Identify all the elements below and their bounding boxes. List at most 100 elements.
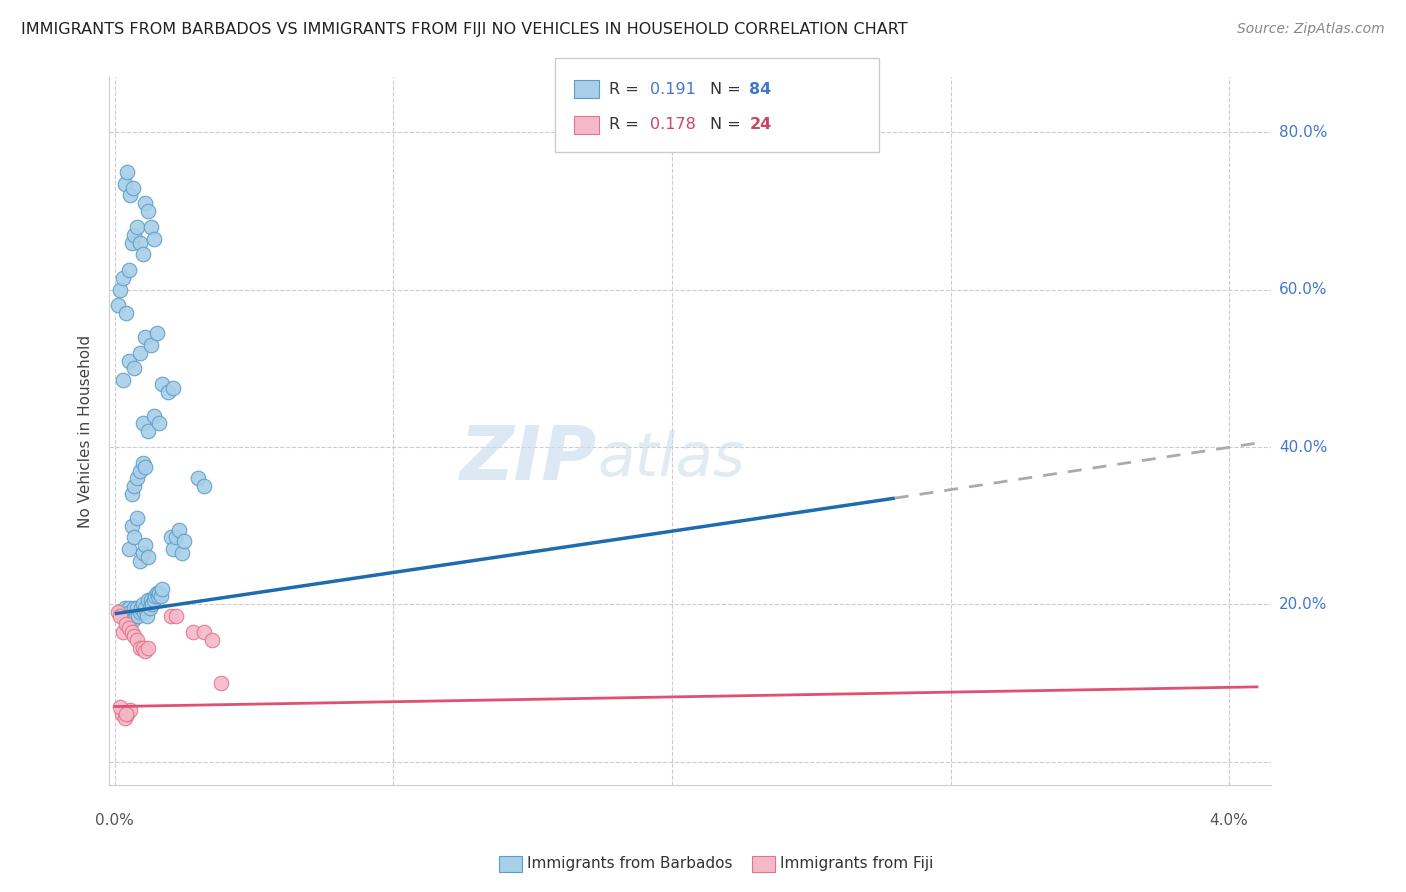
Point bbox=[209, 676, 232, 690]
Point bbox=[181, 624, 204, 639]
Point bbox=[136, 593, 159, 607]
Point bbox=[117, 707, 139, 722]
Point bbox=[114, 177, 136, 191]
Point bbox=[111, 707, 134, 722]
Point bbox=[145, 585, 167, 599]
Point bbox=[112, 271, 135, 285]
Text: Immigrants from Barbados: Immigrants from Barbados bbox=[527, 856, 733, 871]
Point bbox=[121, 609, 143, 624]
Y-axis label: No Vehicles in Household: No Vehicles in Household bbox=[79, 334, 93, 528]
Point bbox=[127, 601, 149, 615]
Point bbox=[162, 381, 184, 395]
Point bbox=[117, 609, 139, 624]
Point bbox=[134, 538, 156, 552]
Point bbox=[118, 353, 141, 368]
Point bbox=[150, 582, 173, 596]
Point bbox=[150, 377, 173, 392]
Text: N =: N = bbox=[710, 118, 747, 132]
Point bbox=[193, 479, 215, 493]
Point bbox=[118, 263, 141, 277]
Point bbox=[201, 632, 224, 647]
Point bbox=[134, 644, 156, 658]
Point bbox=[127, 510, 149, 524]
Point bbox=[187, 471, 209, 485]
Point bbox=[134, 459, 156, 474]
Point bbox=[124, 601, 146, 615]
Text: 24: 24 bbox=[749, 118, 772, 132]
Point bbox=[115, 306, 138, 320]
Point bbox=[159, 531, 181, 545]
Point bbox=[143, 590, 166, 604]
Point bbox=[134, 601, 156, 615]
Point bbox=[149, 590, 172, 604]
Point bbox=[129, 601, 152, 615]
Point bbox=[124, 531, 146, 545]
Text: 0.191: 0.191 bbox=[650, 82, 696, 96]
Text: 4.0%: 4.0% bbox=[1209, 813, 1249, 828]
Point bbox=[136, 204, 159, 219]
Point bbox=[122, 180, 145, 194]
Point bbox=[146, 590, 169, 604]
Point bbox=[107, 605, 129, 619]
Point bbox=[142, 593, 165, 607]
Point bbox=[115, 613, 138, 627]
Point bbox=[118, 621, 141, 635]
Point bbox=[141, 597, 163, 611]
Text: 84: 84 bbox=[749, 82, 772, 96]
Point bbox=[124, 227, 146, 242]
Point bbox=[120, 605, 142, 619]
Point bbox=[159, 609, 181, 624]
Point bbox=[156, 384, 179, 399]
Text: R =: R = bbox=[609, 118, 644, 132]
Point bbox=[117, 165, 139, 179]
Point bbox=[136, 550, 159, 565]
Point bbox=[118, 542, 141, 557]
Point bbox=[145, 326, 167, 340]
Point bbox=[134, 196, 156, 211]
Text: 40.0%: 40.0% bbox=[1279, 440, 1327, 455]
Point bbox=[110, 699, 132, 714]
Point bbox=[121, 624, 143, 639]
Point bbox=[131, 597, 153, 611]
Text: 80.0%: 80.0% bbox=[1279, 125, 1327, 140]
Point bbox=[112, 373, 135, 387]
Point bbox=[131, 417, 153, 431]
Point bbox=[121, 487, 143, 501]
Point bbox=[135, 609, 157, 624]
Point bbox=[131, 456, 153, 470]
Point bbox=[128, 605, 150, 619]
Point bbox=[142, 409, 165, 423]
Point bbox=[128, 235, 150, 250]
Text: 0.178: 0.178 bbox=[650, 118, 696, 132]
Text: ZIP: ZIP bbox=[460, 423, 598, 496]
Point bbox=[110, 605, 132, 619]
Point bbox=[127, 632, 149, 647]
Point bbox=[120, 703, 142, 717]
Text: 0.0%: 0.0% bbox=[96, 813, 134, 828]
Point bbox=[110, 283, 132, 297]
Point bbox=[170, 546, 193, 560]
Point bbox=[118, 601, 141, 615]
Text: N =: N = bbox=[710, 82, 747, 96]
Point bbox=[139, 338, 162, 352]
Point bbox=[110, 609, 132, 624]
Point bbox=[167, 523, 190, 537]
Point bbox=[136, 425, 159, 439]
Point bbox=[165, 531, 187, 545]
Point bbox=[127, 219, 149, 234]
Point bbox=[131, 640, 153, 655]
Point bbox=[107, 298, 129, 312]
Point bbox=[128, 464, 150, 478]
Point bbox=[120, 188, 142, 202]
Point bbox=[124, 629, 146, 643]
Text: IMMIGRANTS FROM BARBADOS VS IMMIGRANTS FROM FIJI NO VEHICLES IN HOUSEHOLD CORREL: IMMIGRANTS FROM BARBADOS VS IMMIGRANTS F… bbox=[21, 22, 908, 37]
Point bbox=[142, 232, 165, 246]
Point bbox=[148, 585, 170, 599]
Text: 60.0%: 60.0% bbox=[1279, 282, 1327, 297]
Point bbox=[121, 518, 143, 533]
Text: 20.0%: 20.0% bbox=[1279, 597, 1327, 612]
Point bbox=[128, 609, 150, 624]
Point bbox=[114, 601, 136, 615]
Point bbox=[128, 554, 150, 568]
Point bbox=[193, 624, 215, 639]
